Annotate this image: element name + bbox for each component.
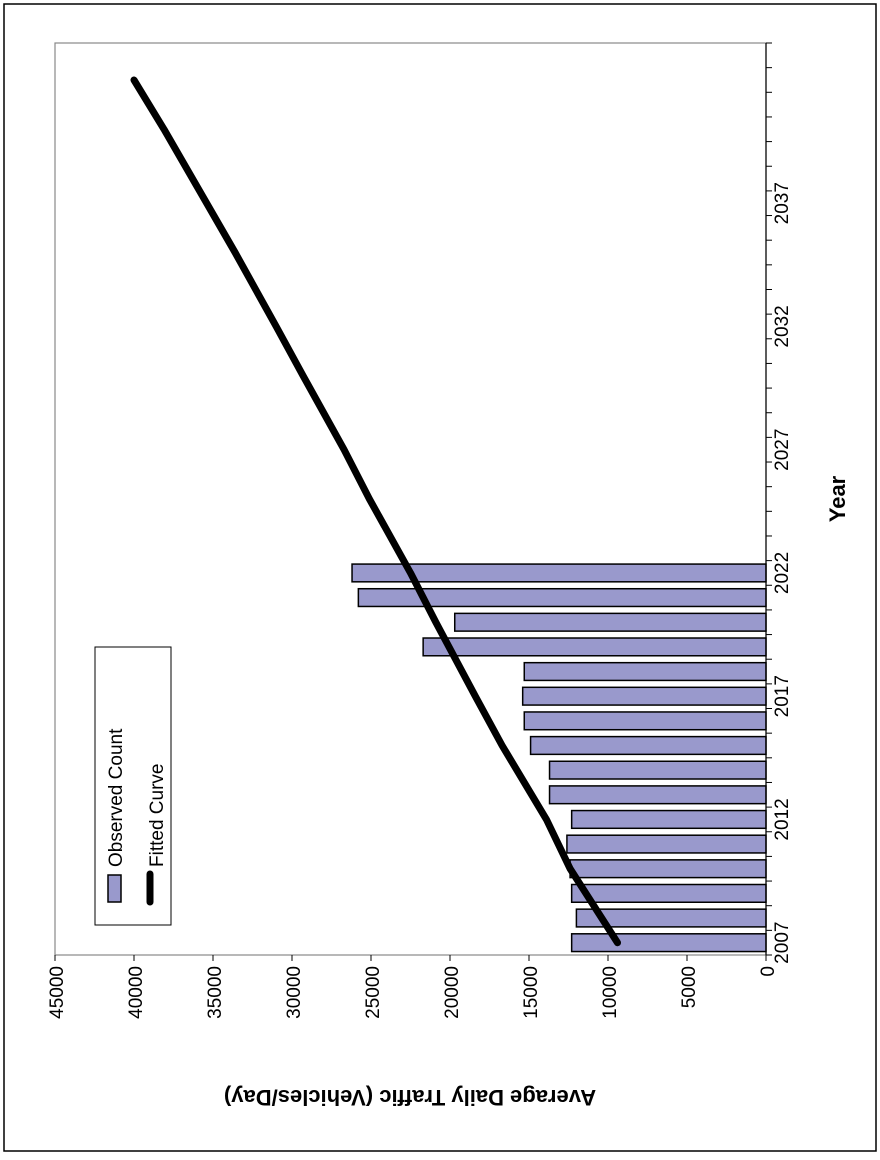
bar-2013	[548, 785, 767, 805]
year-tick-label: 2007	[772, 922, 793, 964]
legend-label-observed: Observed Count	[106, 728, 127, 867]
year-tick-label: 2032	[772, 305, 793, 347]
legend: Observed Count Fitted Curve	[94, 646, 172, 926]
value-tick-label: 10000	[600, 966, 621, 1019]
bar-2019	[422, 637, 767, 657]
bar-2011	[566, 834, 767, 854]
value-tick-label: 35000	[205, 966, 226, 1019]
year-tick-label: 2027	[772, 429, 793, 471]
value-tick-label: 25000	[363, 966, 384, 1019]
bar-2020	[453, 612, 767, 632]
bar-2015	[529, 735, 767, 756]
bar-2010	[569, 859, 767, 879]
value-tick-label: 0	[758, 966, 779, 977]
value-tick-label: 5000	[679, 966, 700, 1008]
legend-swatch-observed	[107, 874, 122, 903]
value-tick-label: 30000	[284, 966, 305, 1019]
value-tick-label: 45000	[47, 966, 68, 1019]
year-tick-label: 2022	[772, 552, 793, 594]
year-tick-label: 2037	[772, 182, 793, 224]
legend-label-fitted: Fitted Curve	[147, 764, 168, 867]
bar-2012	[570, 809, 767, 830]
bar-2007	[570, 933, 767, 953]
y-axis-title: Average Daily Traffic (Vehicles/Day)	[224, 1085, 596, 1110]
bar-2009	[570, 883, 767, 904]
bar-2017	[521, 686, 767, 706]
value-tick-label: 15000	[521, 966, 542, 1019]
bar-2016	[523, 711, 767, 731]
value-tick-label: 40000	[126, 966, 147, 1019]
fitted-curve-line	[130, 76, 621, 947]
chart-marks: 0 5000 10000 15000 20000 25000 30000 35000 40000…	[47, 42, 850, 1110]
value-tick-label: 20000	[442, 966, 463, 1019]
x-axis-title: Year	[825, 475, 850, 522]
year-tick-label: 2017	[772, 675, 793, 717]
bar-2014	[548, 760, 767, 780]
year-tick-label: 2012	[772, 798, 793, 840]
bar-2018	[523, 661, 767, 682]
